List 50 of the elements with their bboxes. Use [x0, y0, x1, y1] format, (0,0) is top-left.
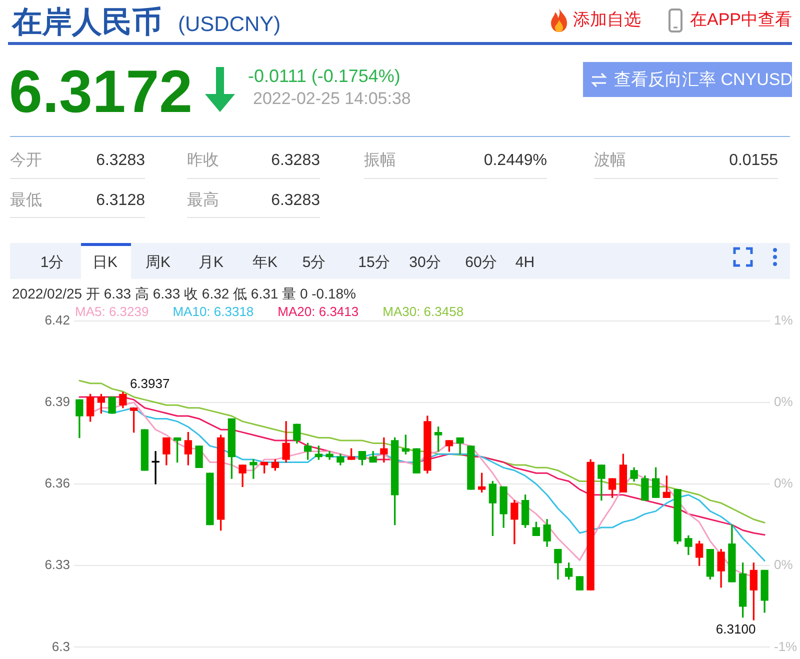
- category-label: -1%: [774, 638, 798, 654]
- text: MA30: 6.3458: [382, 304, 464, 320]
- text: MA10: 6.3318: [172, 304, 254, 320]
- text: 30分: [409, 254, 441, 270]
- y-tick-label: 6.3: [52, 638, 70, 654]
- text: 日K: [92, 254, 118, 270]
- text: 波幅: [594, 152, 626, 170]
- text: 60分: [465, 254, 497, 270]
- text: 2022-02-25 14:05:38: [253, 89, 411, 109]
- text: MA5: 6.3239: [75, 304, 149, 320]
- text: 最低: [10, 192, 42, 210]
- y-tick-label: 6.33: [44, 557, 70, 572]
- text: 在APP中查看: [690, 10, 792, 30]
- annotation: 6.3100: [716, 622, 756, 637]
- text: 6.3283: [271, 152, 320, 170]
- text: 4H: [515, 254, 535, 270]
- text: 0.0155: [729, 152, 778, 170]
- text: 5分: [302, 254, 326, 270]
- text: 6.3128: [96, 192, 145, 210]
- category-label: 1%: [774, 312, 793, 328]
- y-tick-label: 6.42: [44, 312, 70, 328]
- text: 6.3283: [271, 192, 320, 210]
- text: MA20: 6.3413: [278, 304, 359, 320]
- y-tick-label: 6.39: [44, 394, 70, 409]
- text: (USDCNY): [178, 13, 281, 37]
- text: 添加自选: [573, 10, 641, 30]
- text: 月K: [198, 254, 224, 270]
- text: 6.3172: [9, 56, 193, 126]
- text: 振幅: [364, 152, 396, 170]
- annotation: 6.3937: [130, 376, 170, 391]
- category-label: 0%: [774, 476, 793, 491]
- text: 15分: [358, 254, 390, 270]
- text: 查看反向汇率 CNYUSD: [614, 70, 793, 90]
- text: 0.2449%: [484, 152, 547, 170]
- text: 周K: [145, 254, 171, 270]
- text: 1分: [40, 254, 64, 270]
- text: 在岸人民币: [12, 4, 162, 40]
- candlestick: [152, 451, 160, 484]
- text: -0.0111 (-0.1754%): [248, 66, 400, 86]
- text: 最高: [187, 192, 219, 210]
- text: 6.3283: [96, 152, 145, 170]
- text: 今开: [10, 152, 42, 170]
- text: 昨收: [187, 152, 219, 170]
- category-label: 0%: [774, 394, 793, 409]
- text: 年K: [252, 254, 278, 270]
- y-tick-label: 6.36: [44, 476, 70, 491]
- chart-subtitle: 2022/02/25 开 6.33 高 6.33 收 6.32 低 6.31 量 0 -0.18%: [12, 285, 356, 302]
- candlestick: [380, 437, 388, 463]
- candlestick: [250, 459, 258, 479]
- category-label: 0%: [774, 557, 793, 572]
